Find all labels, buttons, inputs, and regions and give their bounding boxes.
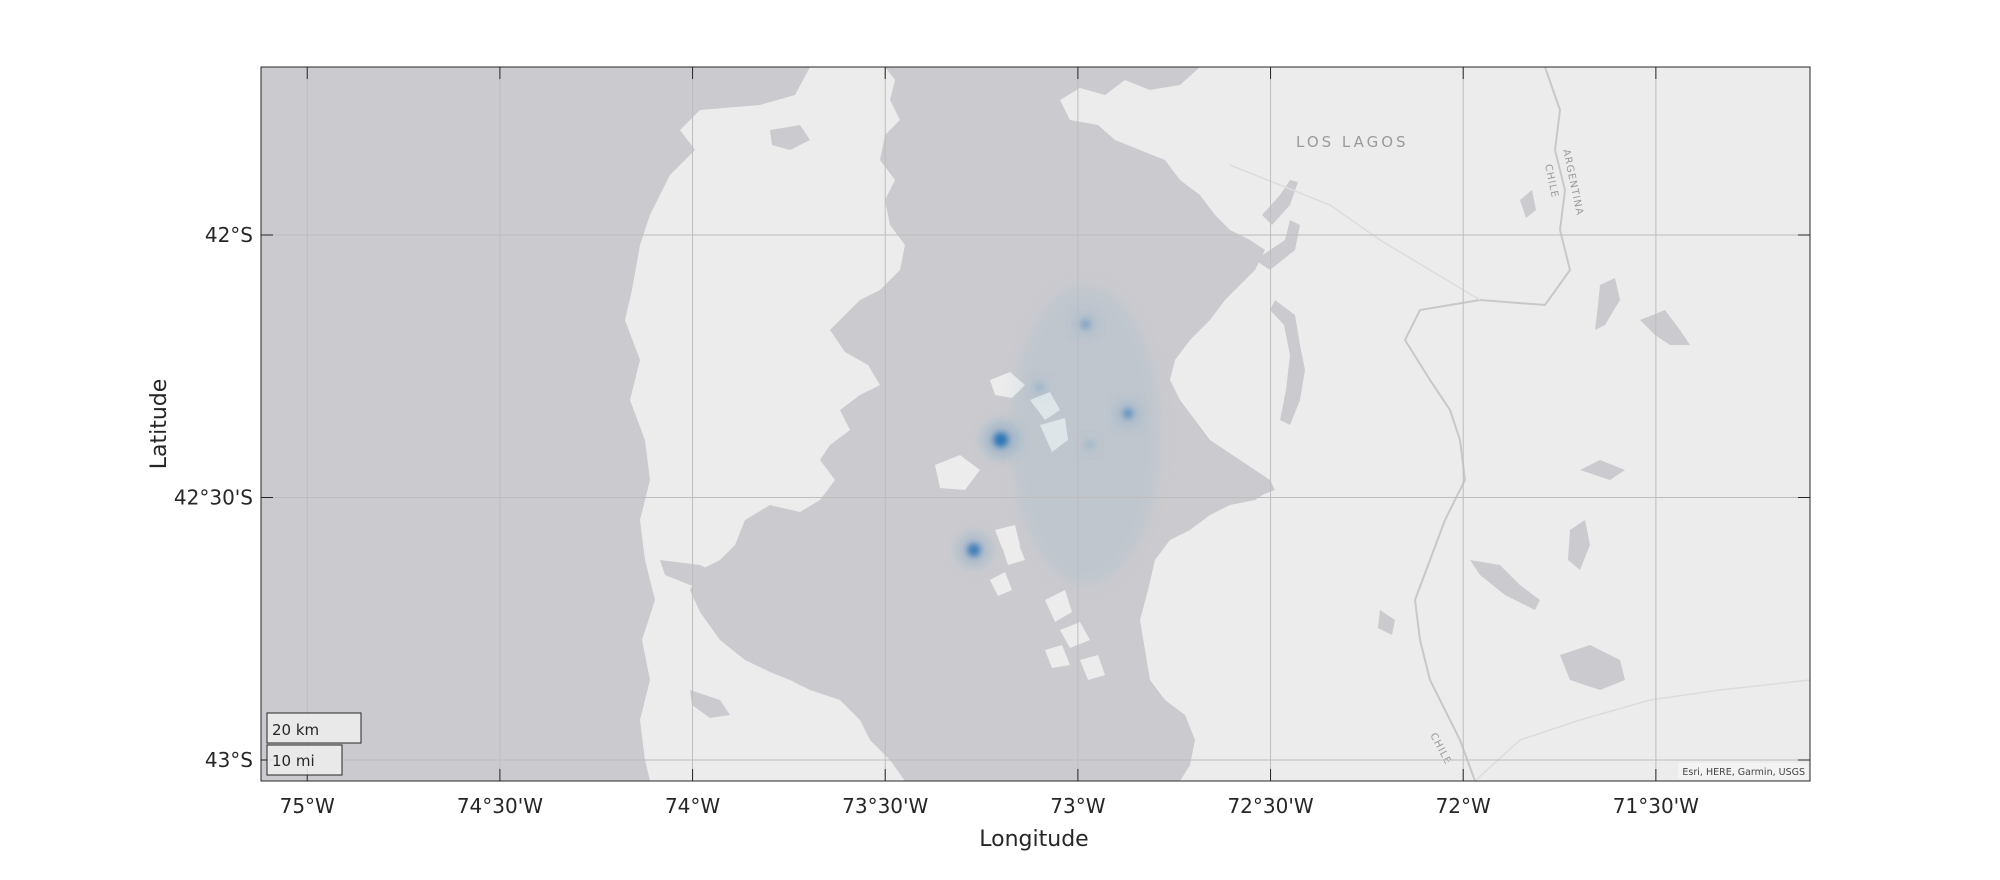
lake (770, 125, 810, 150)
regional-boundary (1229, 164, 1481, 301)
scale-label-km: 20 km (272, 721, 319, 739)
axis-ticks: 75°W 74°30'W 74°W 73°30'W 73°W 72°30'W 72°W 71°… (174, 67, 1810, 818)
regional-boundary (1474, 679, 1810, 781)
graticule (261, 67, 1810, 781)
lat-tick-label: 42°S (205, 223, 253, 247)
chiloe-island (625, 67, 905, 781)
lon-tick-label: 74°30'W (457, 794, 543, 818)
lake (660, 560, 730, 590)
lake (1378, 610, 1395, 635)
lon-tick-label: 72°W (1436, 794, 1491, 818)
density-hotspot (967, 543, 981, 557)
density-hotspot (1122, 408, 1134, 419)
basemap: LOS LAGOS ARGENTINA CHILE CHILE (261, 67, 1810, 781)
island (1080, 655, 1105, 680)
lon-tick-label: 71°30'W (1613, 794, 1699, 818)
lon-tick-label: 72°30'W (1227, 794, 1313, 818)
scale-bar-mi (266, 744, 343, 776)
lon-tick-label: 75°W (280, 794, 335, 818)
lake (1520, 190, 1536, 218)
lake (1568, 520, 1590, 570)
island (1045, 590, 1072, 622)
scale-label-mi: 10 mi (272, 752, 315, 770)
island (940, 468, 960, 482)
density-hotspot (993, 432, 1008, 447)
fjord (1210, 440, 1275, 495)
density-layer (959, 284, 1161, 585)
lake (690, 690, 730, 718)
island (1045, 645, 1070, 668)
lake (1640, 310, 1690, 345)
lat-tick-label: 42°30'S (174, 486, 253, 510)
fjord (1255, 220, 1300, 270)
island (1000, 535, 1025, 565)
island (990, 572, 1012, 596)
national-border (1403, 67, 1572, 781)
island (1060, 622, 1090, 648)
mainland (1060, 67, 1810, 781)
lon-tick-label: 74°W (665, 794, 720, 818)
density-hotspot (1035, 383, 1044, 392)
lake (1470, 560, 1540, 610)
scale-bar-km (266, 712, 362, 744)
map-frame (260, 66, 1811, 782)
lat-tick-label: 43°S (205, 748, 253, 772)
y-axis-title: Latitude (147, 379, 172, 470)
lon-tick-label: 73°W (1050, 794, 1105, 818)
density-hotspot (1080, 319, 1091, 329)
lake (1580, 460, 1625, 480)
density-haze (1010, 284, 1161, 585)
fjord (1270, 300, 1305, 425)
lake (1595, 278, 1620, 330)
attribution: Esri, HERE, Garmin, USGS (1682, 767, 1805, 778)
scale-bar: 20 km 10 mi (266, 712, 362, 776)
label-los-lagos: LOS LAGOS (1296, 133, 1409, 151)
density-hotspot (1085, 441, 1094, 449)
lon-tick-label: 73°30'W (842, 794, 928, 818)
lake (1560, 645, 1625, 690)
attribution-box (1678, 763, 1808, 779)
x-axis-title: Longitude (979, 827, 1088, 852)
